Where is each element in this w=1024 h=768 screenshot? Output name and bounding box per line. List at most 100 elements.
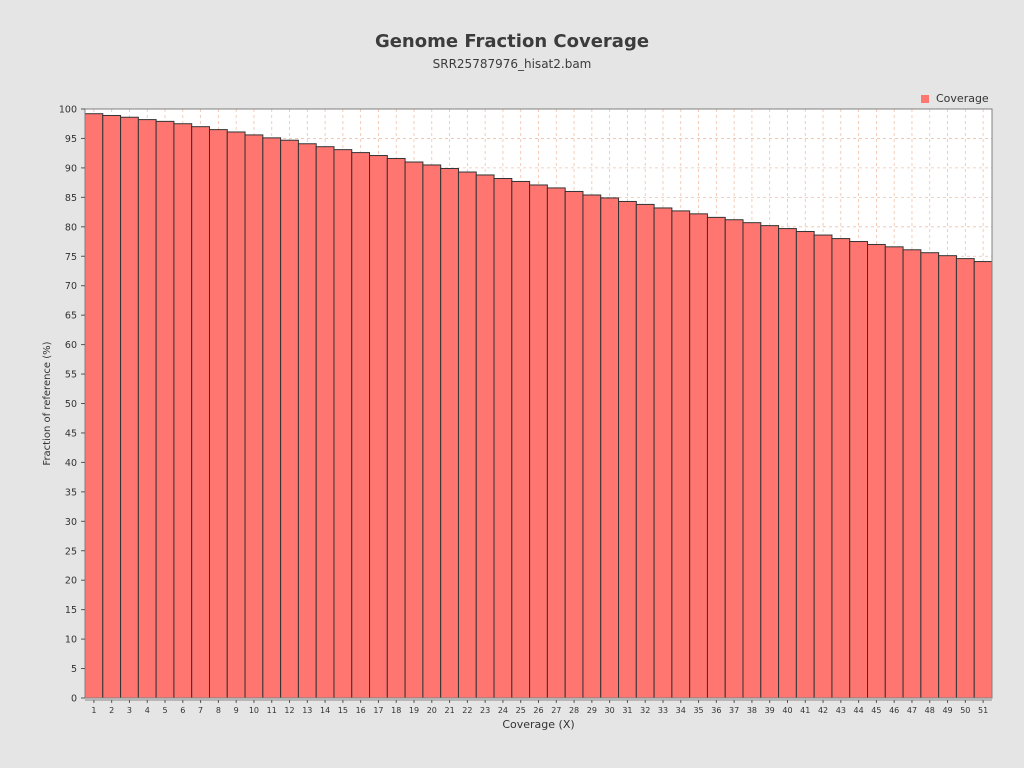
bar [84, 113, 104, 699]
bar [457, 171, 477, 699]
x-tick-label: 10 [249, 706, 259, 715]
x-tick-label: 41 [800, 706, 810, 715]
y-tick-label: 10 [65, 635, 77, 646]
bar [315, 146, 335, 699]
bar [120, 116, 139, 699]
bar [582, 194, 602, 699]
y-tick-label: 65 [65, 311, 77, 322]
x-tick-label: 35 [693, 706, 703, 715]
x-tick-label: 21 [444, 706, 454, 715]
x-tick-label: 42 [818, 706, 828, 715]
bar [564, 190, 584, 699]
legend-label: Coverage [936, 92, 989, 105]
x-tick-label: 37 [729, 706, 739, 715]
y-tick-label: 90 [65, 163, 77, 174]
x-tick-label: 9 [234, 706, 239, 715]
x-tick-label: 29 [587, 706, 597, 715]
bar [920, 252, 940, 699]
bar [333, 149, 353, 699]
bar [706, 216, 726, 699]
x-tick-label: 34 [676, 706, 686, 715]
x-tick-label: 1 [91, 706, 96, 715]
y-tick-label: 45 [65, 428, 77, 439]
x-tick-label: 17 [373, 706, 383, 715]
x-tick-label: 12 [284, 706, 294, 715]
y-tick-label: 80 [65, 222, 77, 233]
chart-title: Genome Fraction Coverage [374, 31, 650, 52]
bar [422, 164, 442, 699]
bar [297, 143, 317, 699]
x-tick-label: 13 [302, 706, 312, 715]
bar [600, 197, 620, 699]
bar [226, 131, 246, 699]
bar [813, 234, 833, 699]
bar [849, 241, 869, 699]
x-tick-label: 14 [320, 706, 330, 715]
bar [795, 231, 815, 699]
bar [155, 120, 175, 699]
x-tick-label: 23 [480, 706, 490, 715]
bar [351, 152, 371, 699]
x-tick-label: 19 [409, 706, 419, 715]
y-tick-label: 55 [65, 370, 77, 381]
y-tick-label: 85 [65, 193, 77, 204]
y-tick-label: 25 [65, 546, 77, 557]
bar [671, 210, 691, 699]
y-tick-label: 0 [71, 694, 77, 705]
bar [369, 155, 388, 699]
x-tick-label: 28 [569, 706, 579, 715]
x-tick-label: 39 [765, 706, 775, 715]
y-tick-label: 35 [65, 487, 77, 498]
bar [831, 238, 851, 699]
y-tick-label: 95 [65, 134, 77, 145]
x-tick-label: 2 [109, 706, 114, 715]
x-tick-label: 6 [180, 706, 185, 715]
bar [529, 184, 548, 699]
x-tick-label: 31 [622, 706, 632, 715]
bar [386, 157, 406, 699]
x-tick-label: 40 [782, 706, 792, 715]
bar [973, 261, 993, 699]
legend-swatch [921, 95, 929, 103]
x-tick-label: 11 [267, 706, 277, 715]
bar [208, 129, 228, 699]
y-tick-label: 15 [65, 605, 77, 616]
x-tick-label: 5 [162, 706, 167, 715]
x-tick-label: 45 [871, 706, 881, 715]
x-tick-label: 47 [907, 706, 917, 715]
x-tick-label: 30 [605, 706, 615, 715]
x-tick-label: 51 [978, 706, 988, 715]
x-tick-label: 3 [127, 706, 132, 715]
y-tick-label: 20 [65, 576, 77, 587]
y-axis-title: Fraction of reference (%) [42, 341, 53, 465]
bar [546, 187, 566, 699]
y-tick-label: 70 [65, 281, 77, 292]
x-tick-label: 46 [889, 706, 899, 715]
x-tick-label: 38 [747, 706, 757, 715]
legend: Coverage [921, 92, 989, 105]
bar [653, 207, 673, 699]
y-tick-label: 100 [59, 105, 77, 116]
bar [938, 255, 957, 699]
bar [280, 139, 299, 699]
bar [902, 249, 922, 699]
bar [440, 167, 459, 699]
y-tick-label: 60 [65, 340, 77, 351]
x-tick-label: 50 [960, 706, 970, 715]
bar [262, 137, 282, 699]
x-tick-label: 4 [145, 706, 150, 715]
bar [689, 213, 708, 699]
bar [475, 174, 495, 699]
chart-subtitle: SRR25787976_hisat2.bam [432, 57, 592, 71]
x-tick-label: 49 [942, 706, 952, 715]
x-tick-label: 43 [836, 706, 846, 715]
bar [137, 119, 157, 699]
x-tick-label: 24 [498, 706, 508, 715]
x-tick-label: 32 [640, 706, 650, 715]
x-tick-label: 18 [391, 706, 401, 715]
bar [635, 203, 655, 699]
bars [84, 113, 993, 699]
x-tick-label: 25 [516, 706, 526, 715]
x-tick-label: 22 [462, 706, 472, 715]
